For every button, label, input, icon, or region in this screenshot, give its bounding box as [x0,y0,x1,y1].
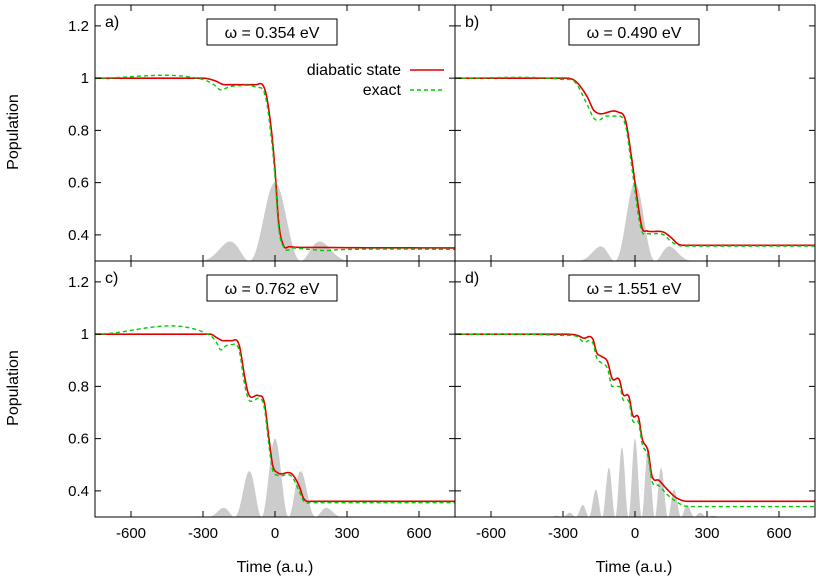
legend-label: diabatic state [307,62,401,79]
y-tick-label: 1 [81,326,89,343]
x-tick-label: 600 [406,525,431,542]
exact-series-line [455,333,815,508]
y-tick-label: 0.6 [68,175,89,192]
omega-label: ω = 0.490 eV [587,25,682,42]
omega-label: ω = 1.551 eV [587,281,682,298]
x-tick-label: -300 [548,525,578,542]
panel-d: -600 -300 0 300 600 d) ω = 1.551 eV [454,260,816,542]
y-tick-label: 0.8 [68,122,89,139]
diabatic-state-series-line [455,333,815,503]
laser-pulse-area [95,438,455,517]
y-tick-label: 0.6 [68,431,89,448]
diabatic-state-series-line [95,333,455,503]
panel-letter: b) [465,14,479,31]
y-axis-title-bottom: Population [5,350,22,426]
laser-pulse-area [455,182,815,261]
exact-series-line [95,325,455,504]
x-tick-label: 0 [271,525,279,542]
omega-label-box [206,18,338,46]
x-tick-label: 600 [766,525,791,542]
x-tick-label: -600 [116,525,146,542]
panel-b: b) ω = 0.490 eV [454,4,816,262]
panel-letter: a) [105,14,119,31]
omega-label-box [568,18,700,46]
laser-pulse-area [455,438,815,517]
legend: diabatic state exact [307,62,444,99]
legend-label: exact [363,82,402,99]
x-tick-label: 300 [694,525,719,542]
exact-series-line [95,74,455,252]
panel-letter: d) [465,270,479,287]
y-tick-label: 0.4 [68,483,89,500]
y-tick-label: 1 [81,70,89,87]
diabatic-state-series-line [95,77,455,249]
x-axis-title-left: Time (a.u.) [237,559,314,576]
omega-label-box [568,274,700,302]
diabatic-state-series-line [455,77,815,247]
panel-a: 0.4 0.6 0.8 1 1.2 a) ω = 0.354 eV [68,4,456,262]
y-tick-label: 0.4 [68,227,89,244]
omega-label-box [206,274,338,302]
x-tick-label: -600 [476,525,506,542]
x-tick-label: 300 [334,525,359,542]
panel-c: -600 -300 0 300 600 0.4 0.6 0.8 1 1.2 c) ω = 0.762 … [68,260,456,542]
omega-label: ω = 0.762 eV [225,281,320,298]
x-tick-label: -300 [188,525,218,542]
y-tick-label: 1.2 [68,274,89,291]
y-tick-label: 1.2 [68,18,89,35]
exact-series-line [455,76,815,247]
x-axis-title-right: Time (a.u.) [596,559,673,576]
omega-label: ω = 0.354 eV [225,25,320,42]
x-tick-label: 0 [631,525,639,542]
y-axis-title-top: Population [5,94,22,170]
y-tick-label: 0.8 [68,378,89,395]
panel-letter: c) [105,270,118,287]
laser-pulse-area [95,182,455,261]
